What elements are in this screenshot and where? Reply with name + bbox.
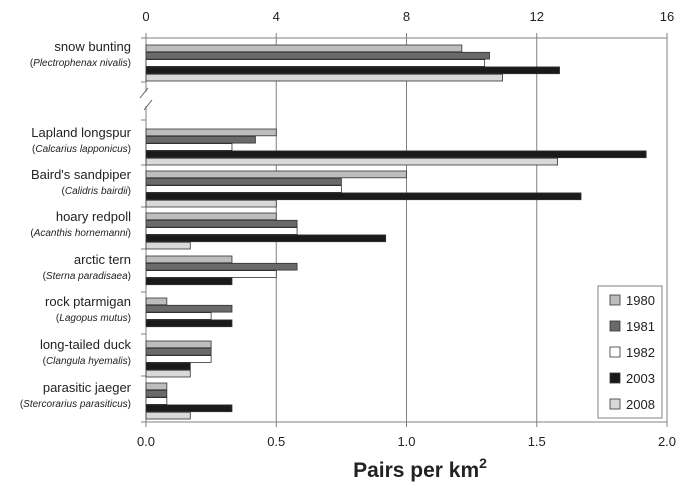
category-scientific-name: (Calcarius lapponicus): [32, 144, 131, 155]
legend: 1980 1981 1982 2003 2008: [597, 285, 663, 419]
category-label: hoary redpoll: [56, 209, 131, 224]
category-scientific-name: (Calidris bairdii): [62, 186, 132, 197]
x-tick-label: 2.0: [658, 434, 676, 449]
top-tick-label: 8: [403, 9, 410, 24]
top-tick-label: 4: [273, 9, 280, 24]
top-tick-label: 12: [530, 9, 544, 24]
bar: [145, 347, 212, 356]
top-tick-label: 16: [660, 9, 674, 24]
category-scientific-name: (Lagopus mutus): [56, 313, 131, 324]
bar: [145, 234, 387, 243]
bar: [145, 319, 233, 328]
category-label: parasitic jaeger: [43, 380, 132, 395]
category-label: snow bunting: [54, 39, 131, 54]
x-tick-label: 0.0: [137, 434, 155, 449]
axis-break-gap: [138, 92, 154, 106]
x-tick-label: 1.5: [528, 434, 546, 449]
bar: [145, 199, 277, 208]
bar: [145, 219, 298, 228]
bar: [145, 297, 168, 306]
category-label: long-tailed duck: [40, 337, 132, 352]
bar: [145, 227, 298, 235]
legend-label: 1980: [626, 293, 655, 308]
legend-swatch: [609, 294, 621, 306]
legend-label: 2003: [626, 371, 655, 386]
bar: [145, 355, 212, 363]
category-scientific-name: (Clangula hyemalis): [43, 356, 131, 367]
bar: [145, 66, 560, 75]
bar: [145, 262, 298, 271]
bar: [145, 340, 212, 349]
bar: [145, 51, 490, 60]
legend-swatch: [609, 320, 621, 332]
legend-label: 1982: [626, 345, 655, 360]
bar: [145, 277, 233, 286]
bar: [145, 59, 486, 67]
bar: [145, 404, 233, 413]
bar: [145, 369, 191, 378]
bar: [145, 241, 191, 250]
legend-label: 1981: [626, 319, 655, 334]
legend-swatch: [609, 398, 621, 410]
bar: [145, 143, 233, 151]
bar: [145, 397, 168, 405]
bar: [145, 382, 168, 391]
bar: [145, 157, 558, 166]
x-tick-label: 1.0: [397, 434, 415, 449]
bar: [145, 170, 407, 179]
bar: [145, 135, 256, 144]
bar: [145, 73, 503, 82]
axis-break-mark: [139, 87, 149, 99]
bar: [145, 255, 233, 264]
bar: [145, 362, 191, 371]
bar: [145, 150, 647, 159]
bar: [145, 304, 233, 313]
bar: [145, 44, 463, 53]
bar: [145, 270, 277, 278]
category-scientific-name: (Stercorarius parasiticus): [20, 399, 131, 410]
bar: [145, 128, 277, 137]
bar: [145, 411, 191, 420]
x-tick-label: 0.5: [267, 434, 285, 449]
top-tick-label: 0: [142, 9, 149, 24]
category-label: Baird's sandpiper: [31, 167, 132, 182]
category-label: arctic tern: [74, 252, 131, 267]
bar: [145, 177, 342, 186]
bar: [145, 192, 582, 201]
bar: [145, 185, 342, 193]
category-scientific-name: (Acanthis hornemanni): [30, 228, 131, 239]
bar: [145, 389, 168, 398]
category-scientific-name: (Plectrophenax nivalis): [30, 58, 131, 69]
category-scientific-name: (Sterna paradisaea): [43, 271, 131, 282]
legend-swatch: [609, 346, 621, 358]
category-label: Lapland longspur: [31, 125, 131, 140]
legend-label: 2008: [626, 397, 655, 412]
axis-break-mark: [143, 99, 153, 111]
legend-box: [597, 285, 663, 419]
legend-swatch: [609, 372, 621, 384]
category-label: rock ptarmigan: [45, 294, 131, 309]
bar: [145, 212, 277, 221]
bar: [145, 312, 212, 320]
x-axis-title: Pairs per km2: [353, 455, 487, 482]
